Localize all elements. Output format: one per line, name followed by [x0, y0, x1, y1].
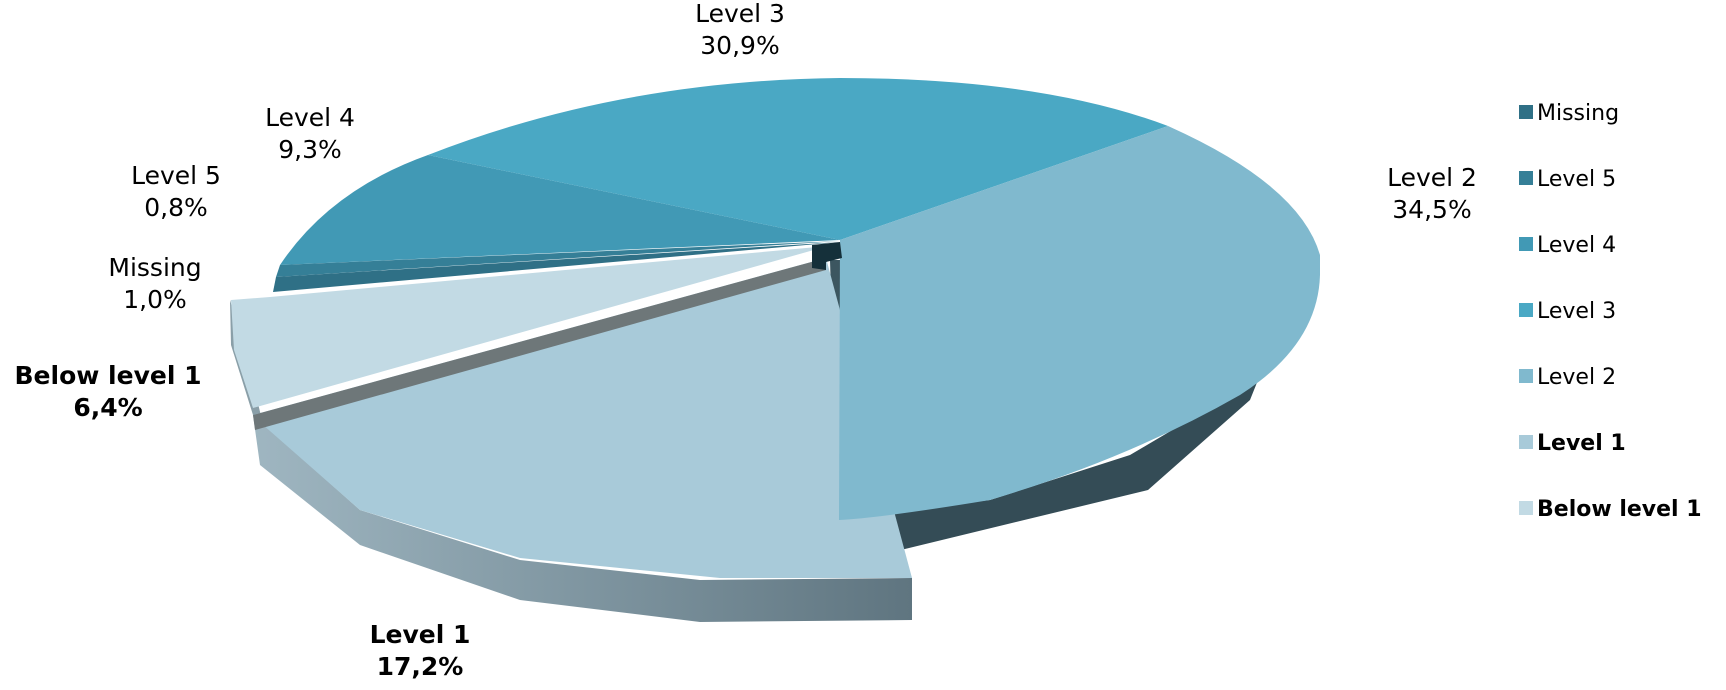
- legend-swatch-missing: [1519, 105, 1533, 119]
- legend-swatch-level-2: [1519, 369, 1533, 383]
- legend-swatch-level-5: [1519, 171, 1533, 185]
- legend: Missing Level 5 Level 4 Level 3 Level 2 Level…: [1519, 101, 1702, 522]
- legend-swatch-level-3: [1519, 303, 1533, 317]
- legend-label-level-5: Level 5: [1537, 167, 1616, 192]
- slice-level-2: [839, 126, 1320, 520]
- data-label-level-3: Level 3 30,9%: [695, 0, 785, 60]
- data-label-level-4: Level 4 9,3%: [265, 103, 355, 164]
- legend-label-below-level-1: Below level 1: [1537, 497, 1702, 522]
- slice-level-3: [428, 78, 1168, 240]
- legend-swatch-below-level-1: [1519, 501, 1533, 515]
- legend-swatch-level-1: [1519, 435, 1533, 449]
- legend-label-level-3: Level 3: [1537, 299, 1616, 324]
- pie-3d-body: [230, 78, 1320, 622]
- legend-label-level-4: Level 4: [1537, 233, 1616, 258]
- legend-label-level-2: Level 2: [1537, 365, 1616, 390]
- data-label-level-1: Level 1 17,2%: [370, 620, 471, 681]
- slice-level-4: [280, 155, 840, 265]
- pie-center-notch: [812, 242, 842, 270]
- data-label-missing: Missing 1,0%: [108, 253, 201, 314]
- legend-label-missing: Missing: [1537, 101, 1619, 126]
- slice-level-5: [276, 241, 840, 277]
- legend-label-level-1: Level 1: [1537, 431, 1626, 456]
- data-label-level-2: Level 2 34,5%: [1387, 163, 1477, 224]
- slice-below-level-1: [231, 246, 828, 408]
- data-labels: Missing 1,0% Level 5 0,8% Level 4 9,3% Level 3…: [15, 0, 1477, 681]
- data-label-level-5: Level 5 0,8%: [131, 161, 221, 222]
- slice-missing: [273, 242, 840, 292]
- slice-side-level-1: [253, 415, 912, 622]
- data-label-below-level-1: Below level 1 6,4%: [15, 361, 202, 422]
- slice-gap-strip: [253, 258, 826, 430]
- slice-level-1: [253, 258, 912, 578]
- legend-swatch-level-4: [1519, 237, 1533, 251]
